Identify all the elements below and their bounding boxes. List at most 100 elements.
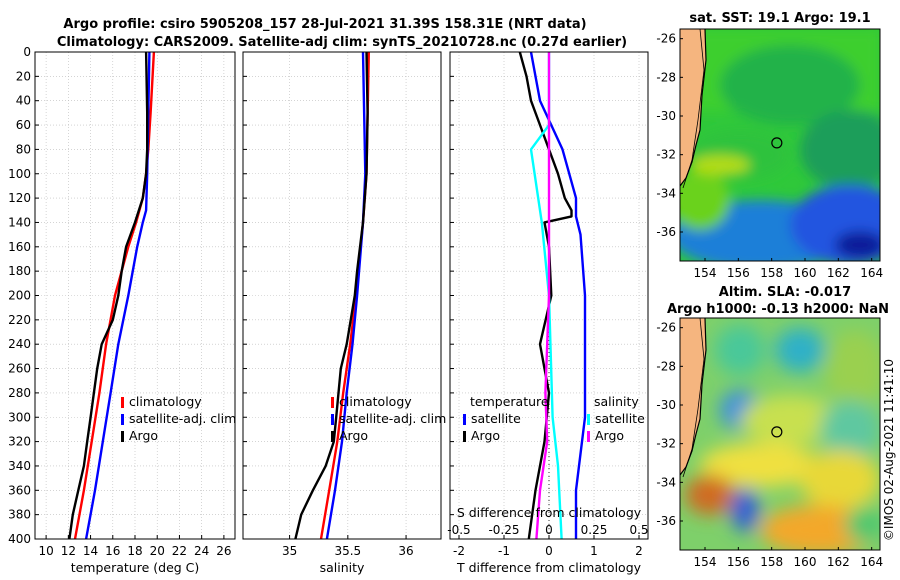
x-tick-label: 26 [216,544,231,558]
top-x-tick-label: -0.5 [447,523,470,537]
y-tick-label: 320 [8,435,31,449]
x-tick-label: 1 [590,544,598,558]
legend-label-t-satellite: satellite [471,411,521,426]
temperature-ticks: 0 20 40 60 80 100 120 140 160 180 200 220 240 260 280 3… [8,45,231,558]
series-line-salinity-satellite [529,52,563,540]
legend-label-argo: Argo [339,428,368,443]
sla-map-land [680,318,706,475]
sla-map-title-line1: Altim. SLA: -0.017 [719,285,851,300]
x-tick-label: 20 [150,544,165,558]
sla-map-panel: Altim. SLA: -0.017 Argo h1000: -0.13 h20… [656,285,889,569]
sla-map-frame [679,317,881,551]
map-y-tick-label: -26 [656,321,676,335]
legend-title-temperature: temperature [470,394,549,409]
legend-label-satellite: satellite-adj. clim [339,411,446,426]
y-tick-label: 0 [23,45,31,59]
map-x-tick-label: 160 [794,266,817,280]
x-tick-label: 24 [194,544,209,558]
top-x-tick-label: 0 [545,523,553,537]
figure-title-line1: Argo profile: csiro 5905208_157 28-Jul-2… [63,17,586,32]
map-y-tick-label: -36 [656,514,676,528]
map-x-tick-label: 158 [760,266,783,280]
imos-timestamp-watermark: ©IMOS 02-Aug-2021 11:41:10 [882,359,896,541]
legend-label-climatology: climatology [129,394,202,409]
y-tick-label: 200 [8,289,31,303]
map-x-tick-label: 154 [694,555,717,569]
sla-argo-position-marker [771,426,783,438]
y-tick-label: 120 [8,191,31,205]
legend-swatch-t-satellite [463,414,466,425]
legend-swatch-s-argo [587,431,590,442]
x-tick-label: 12 [61,544,76,558]
difference-xlabel: T difference from climatology [456,560,642,575]
map-x-tick-label: 162 [827,555,850,569]
legend-title-salinity: salinity [594,394,639,409]
series-line-argo [294,51,369,540]
salinity-xlabel: salinity [320,560,365,575]
legend-label-climatology: climatology [339,394,412,409]
y-tick-label: 280 [8,386,31,400]
series-line-salinity-argo [535,52,551,540]
difference-ticks: -2 -1 0 1 2 -0.5 -0.25 0 0.25 0.5 [447,51,649,558]
legend-swatch-climatology [121,397,124,408]
x-tick-label: -1 [498,544,510,558]
sst-map-title: sat. SST: 19.1 Argo: 19.1 [689,11,870,26]
x-tick-label: 22 [172,544,187,558]
y-tick-label: 140 [8,215,31,229]
map-x-tick-label: 164 [860,555,883,569]
sla-map-field [680,318,880,550]
salinity-lines [294,51,370,540]
legend-label-s-satellite: satellite [595,411,645,426]
sla-map-isobath [682,318,705,478]
y-tick-label: 100 [8,167,31,181]
legend-swatch-satellite [121,414,124,425]
series-line-temperature-argo [518,51,573,540]
difference-panel: -2 -1 0 1 2 -0.5 -0.25 0 0.25 0.5 T difference fr… [447,51,649,575]
y-tick-label: 240 [8,337,31,351]
difference-xlabel-top: S difference from climatology [457,505,642,520]
map-y-tick-label: -26 [656,32,676,46]
temperature-legend: climatology satellite-adj. clim Argo [121,394,236,443]
sst-map-panel: sat. SST: 19.1 Argo: 19.1 154 156 158 160 16… [656,11,883,280]
map-y-tick-label: -36 [656,225,676,239]
salinity-ticks: 35 35.5 36 [243,51,414,558]
sla-map-ticks: 154 156 158 160 162 164 -26 -28 -30 -32 -34 -36 [656,321,883,569]
salinity-grid [243,51,441,540]
legend-swatch-argo [121,431,124,442]
y-tick-label: 220 [8,313,31,327]
map-x-tick-label: 156 [727,555,750,569]
x-tick-label: 14 [83,544,98,558]
salinity-legend: climatology satellite-adj. clim Argo [331,394,446,443]
x-tick-label: -2 [453,544,465,558]
map-x-tick-label: 164 [860,266,883,280]
sst-map-isobath [682,29,705,189]
x-tick-label: 2 [635,544,643,558]
x-tick-label: 16 [105,544,120,558]
map-x-tick-label: 160 [794,555,817,569]
legend-swatch-s-satellite [587,414,590,425]
y-tick-label: 20 [16,69,31,83]
legend-swatch-argo [331,431,334,442]
difference-lines [518,51,587,540]
temperature-grid [35,51,235,540]
map-y-tick-label: -34 [656,186,676,200]
temperature-xlabel: temperature (deg C) [71,560,200,575]
legend-swatch-t-argo [463,431,466,442]
y-tick-label: 400 [8,532,31,546]
top-x-tick-label: 0.25 [581,523,608,537]
x-tick-label: 35.5 [334,544,361,558]
y-tick-label: 180 [8,264,31,278]
series-line-temperature-satellite [529,51,587,539]
map-y-tick-label: -28 [656,359,676,373]
temperature-lines [68,51,156,540]
map-y-tick-label: -28 [656,70,676,84]
y-tick-label: 300 [8,410,31,424]
salinity-panel: 35 35.5 36 salinity climatology satellite-… [242,51,446,575]
legend-swatch-satellite [331,414,334,425]
legend-label-t-argo: Argo [471,428,500,443]
map-y-tick-label: -30 [656,398,676,412]
x-tick-label: 10 [38,544,53,558]
series-line-climatology [319,51,370,540]
map-y-tick-label: -32 [656,148,676,162]
